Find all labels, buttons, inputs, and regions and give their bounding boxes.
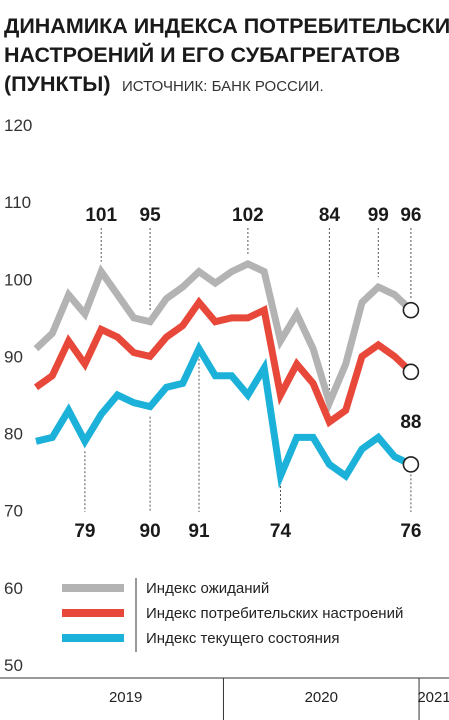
annotation-label-top: 102 [232,205,264,226]
annotation-label-bottom: 74 [270,521,292,542]
legend-label: Индекс ожиданий [146,580,269,597]
annotation-label-top: 95 [140,205,162,226]
y-tick-label: 120 [4,116,32,135]
title-line-3: (ПУНКТЫ) [4,72,111,96]
y-tick-label: 100 [4,270,32,289]
annotation-label-top: 101 [85,205,117,226]
annotation-lines [84,228,412,512]
annotation-label-bottom: 76 [400,521,421,542]
y-tick-label: 60 [4,579,23,598]
series-layer [33,260,414,489]
y-tick-label: 90 [4,347,23,366]
annotation-label-bottom: 91 [188,521,210,542]
annotation-labels: 101 95 102 84 99 96 79 90 91 74 76 88 [74,205,421,542]
annotation-label-bottom: 90 [140,521,161,542]
series-line [35,341,413,489]
y-tick-label: 50 [4,656,23,675]
end-marker [402,456,420,473]
legend: Индекс ожиданий Индекс потребительских на… [62,578,403,652]
series-line [33,296,414,428]
chart-title: ДИНАМИКА ИНДЕКСА ПОТРЕБИТЕЛЬСКИХ НАСТРОЕ… [4,14,449,96]
legend-label: Индекс потребительских настроений [146,605,403,622]
y-tick-label: 80 [4,425,23,444]
annotation-label-top: 84 [319,205,341,226]
legend-label: Индекс текущего состояния [146,630,339,647]
year-label: 2021 [417,689,449,706]
year-label: 2019 [109,689,142,706]
year-label: 2020 [305,689,338,706]
title-line-2: НАСТРОЕНИЙ И ЕГО СУБАГРЕГАТОВ [4,42,400,67]
title-line-1: ДИНАМИКА ИНДЕКСА ПОТРЕБИТЕЛЬСКИХ [4,14,449,38]
annotation-label-top: 96 [400,205,421,226]
series-line [33,260,414,413]
source-label: ИСТОЧНИК: БАНК РОССИИ. [122,78,324,95]
end-marker [402,301,420,319]
annotation-label-top: 99 [368,205,389,226]
y-axis: 50 60 70 80 90 100 110 120 [4,116,32,675]
y-tick-label: 70 [4,502,23,521]
end-markers [402,301,420,473]
annotation-label-bottom: 79 [74,521,95,542]
year-axis: 2019 2020 2021 [0,677,449,720]
end-marker [402,363,420,381]
annotation-label-side: 88 [400,412,421,433]
y-tick-label: 110 [4,193,31,212]
